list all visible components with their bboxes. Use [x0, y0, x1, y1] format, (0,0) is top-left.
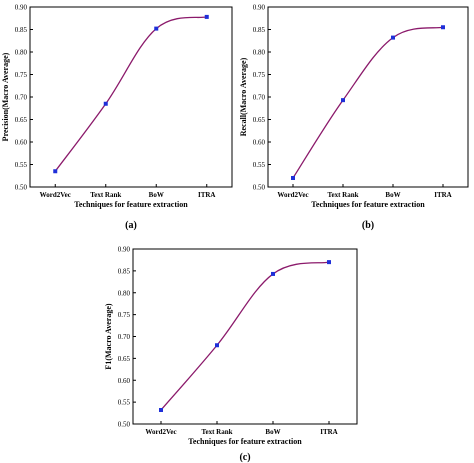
x-tick-label: BoW: [149, 191, 164, 199]
x-tick-label: ITRA: [434, 191, 452, 199]
x-axis-title: Techniques for feature extraction: [311, 200, 425, 209]
y-tick-label: 0.60: [15, 139, 28, 147]
plot-frame: [132, 248, 358, 425]
x-tick-label: ITRA: [320, 428, 338, 436]
x-tick-label: Word2Vec: [145, 428, 176, 436]
data-point-bow: [154, 26, 159, 31]
x-tick-label: ITRA: [198, 191, 216, 199]
data-point-itra: [204, 14, 209, 19]
data-point-word2vec: [53, 169, 58, 174]
chart-panel-2: 0.50 0.55 0.60 0.65 0.70 0.75 0.80 0.85 0.90 Word…: [239, 4, 469, 231]
series-line: [54, 16, 207, 172]
plot-frame: [267, 6, 469, 188]
y-tick-label: 0.70: [118, 333, 131, 341]
y-tick-label: 0.60: [118, 377, 131, 385]
x-tick-label: BoW: [265, 428, 280, 436]
data-point-text-rank: [341, 98, 345, 103]
y-tick-label: 0.65: [118, 355, 131, 363]
y-tick-label: 0.65: [15, 116, 28, 124]
y-tick-label: 0.55: [253, 161, 266, 169]
y-tick-label: 0.50: [118, 421, 131, 429]
x-tick-label: Text Rank: [327, 191, 358, 199]
y-tick-label: 0.75: [253, 71, 266, 79]
y-tick-label: 0.70: [15, 94, 28, 102]
y-tick-label: 0.85: [118, 267, 131, 275]
data-point-word2vec: [159, 408, 163, 412]
data-point-word2vec: [291, 176, 295, 180]
y-tick-label: 0.55: [118, 399, 131, 407]
panel-label: (b): [362, 220, 374, 231]
data-point-text-rank: [103, 101, 108, 106]
y-tick-label: 0.80: [15, 49, 28, 57]
data-point-bow: [391, 35, 395, 40]
y-tick-label: 0.50: [253, 184, 266, 192]
data-point-bow: [271, 271, 275, 276]
chart-panel-3: 0.50 0.55 0.60 0.65 0.70 0.75 0.80 0.85 0.90 Word…: [104, 246, 358, 463]
x-tick-label: Word2Vec: [277, 191, 308, 199]
x-axis-title: Techniques for feature extraction: [74, 200, 188, 209]
x-tick-label: Word2Vec: [40, 191, 71, 199]
x-axis-title: Techniques for feature extraction: [188, 437, 302, 446]
y-tick-label: 0.85: [253, 26, 266, 34]
panel-label: (c): [239, 452, 250, 463]
x-tick-label: Text Rank: [201, 428, 232, 436]
data-point-itra: [441, 25, 445, 30]
panel-label: (a): [125, 220, 137, 231]
y-axis-title: Recall(Macro Average): [239, 57, 248, 136]
y-axis-title: Precision(Macro Average): [1, 52, 10, 141]
y-tick-label: 0.80: [253, 49, 266, 57]
series-line: [160, 261, 330, 411]
y-tick-label: 0.50: [15, 184, 28, 192]
y-axis-title: F1(Macro Average): [104, 303, 113, 369]
y-tick-label: 0.85: [15, 26, 28, 34]
y-tick-label: 0.75: [15, 71, 28, 79]
y-tick-label: 0.70: [253, 94, 266, 102]
series-line: [292, 26, 444, 179]
chart-panel-1: 0.50 0.55 0.60 0.65 0.70 0.75 0.80 0.85 0.90 Word…: [1, 4, 233, 231]
y-tick-label: 0.90: [118, 246, 131, 254]
y-tick-label: 0.60: [253, 139, 266, 147]
y-tick-label: 0.65: [253, 116, 266, 124]
data-point-itra: [327, 260, 331, 265]
y-tick-label: 0.55: [15, 161, 28, 169]
y-tick-label: 0.90: [15, 4, 28, 12]
plot-frame: [29, 6, 233, 188]
y-tick-label: 0.75: [118, 311, 131, 319]
y-tick-label: 0.90: [253, 4, 266, 12]
y-tick-label: 0.80: [118, 289, 131, 297]
x-tick-label: BoW: [385, 191, 400, 199]
x-tick-label: Text Rank: [90, 191, 121, 199]
data-point-text-rank: [215, 343, 219, 348]
